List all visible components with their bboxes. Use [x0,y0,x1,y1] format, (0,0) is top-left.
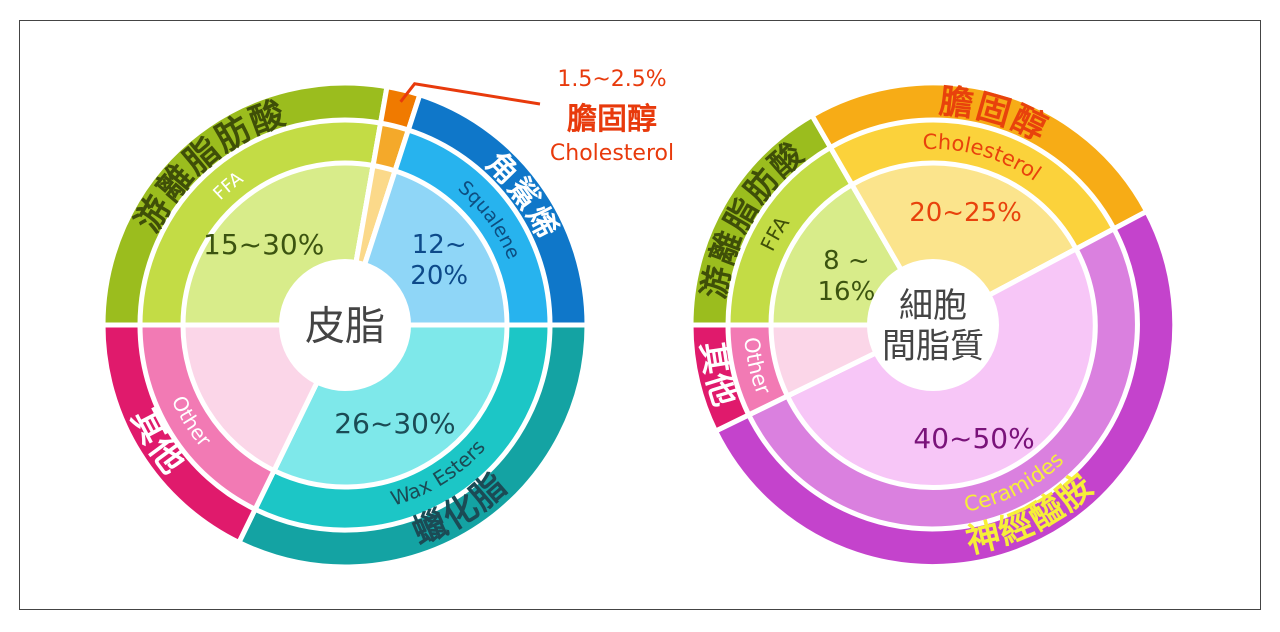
slice-value-label: 8 ~16% [817,246,875,307]
pie-chart-1: 游離脂肪酸FFA15~30%1.5~2.5%膽固醇Cholesterol角鯊烯S… [100,67,674,570]
center-hole [867,259,999,391]
callout-name-label: 膽固醇 [567,102,657,137]
slice-value-label: 12~ 20% [410,230,468,291]
slice-value-label: 26~30% [334,407,455,440]
slice-value-label: 20~25% [909,198,1022,228]
chart-title: 細胞間脂質 [882,286,984,367]
chart-title: 皮脂 [305,303,385,349]
slice-inner-fill [848,160,1080,329]
callout-english-label: Cholesterol [550,141,674,166]
callout-value-label: 1.5~2.5% [557,67,666,92]
center-hole [279,259,411,391]
slice-value-label: 15~30% [203,228,324,261]
slice-value-label: 40~50% [913,422,1034,455]
callout-leader-line [399,82,541,106]
